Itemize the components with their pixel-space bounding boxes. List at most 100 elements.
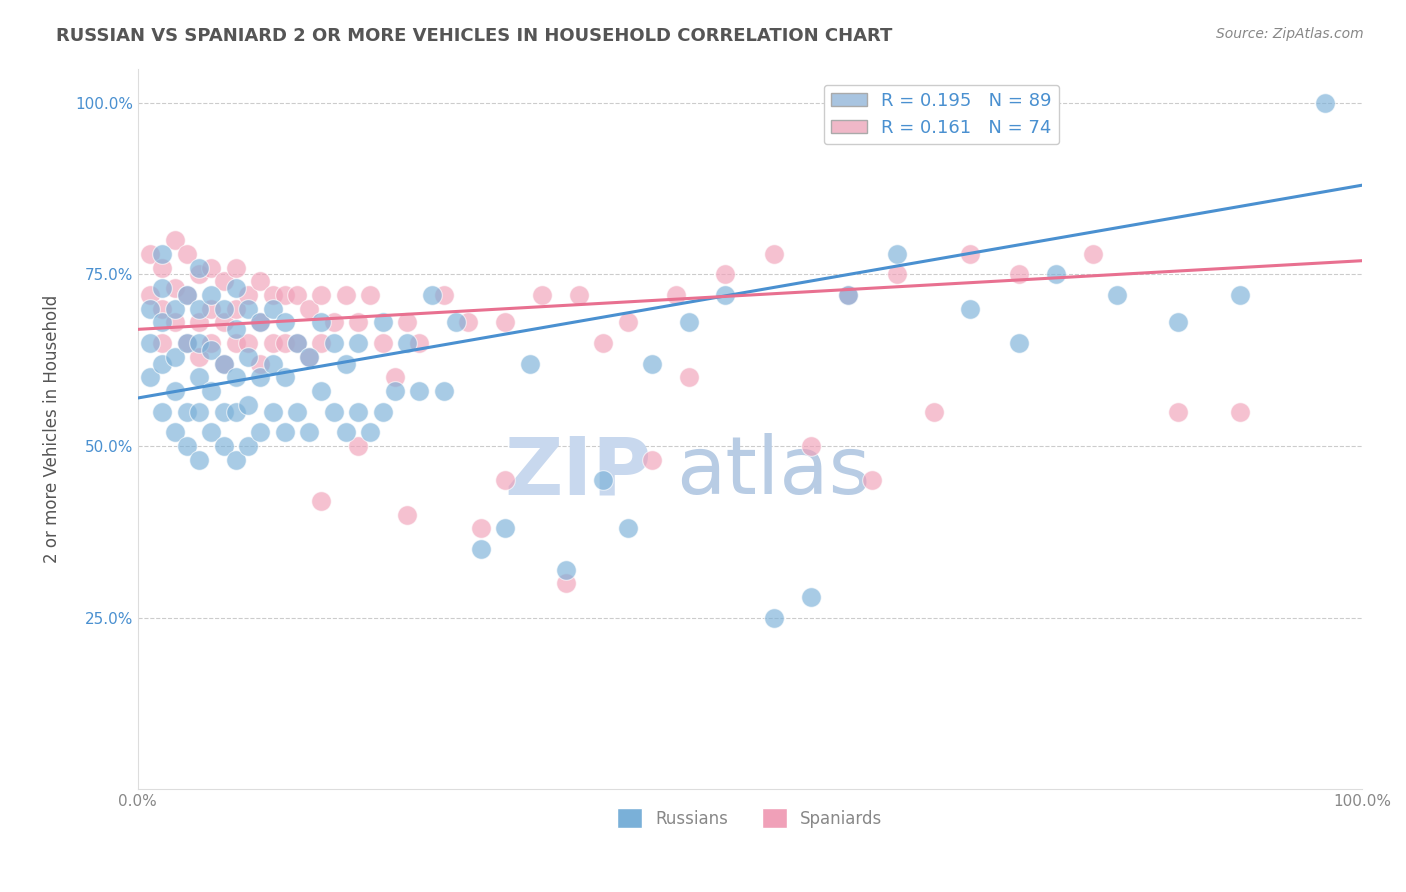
Point: [322, 336, 344, 351]
Text: RUSSIAN VS SPANIARD 2 OR MORE VEHICLES IN HOUSEHOLD CORRELATION CHART: RUSSIAN VS SPANIARD 2 OR MORE VEHICLES I…: [56, 27, 893, 45]
Point: [200, 336, 222, 351]
Point: [212, 357, 235, 371]
Point: [616, 521, 638, 535]
Point: [150, 357, 173, 371]
Point: [1229, 288, 1251, 302]
Point: [530, 288, 553, 302]
Point: [457, 316, 479, 330]
Point: [212, 405, 235, 419]
Point: [163, 425, 186, 440]
Point: [555, 563, 578, 577]
Point: [212, 301, 235, 316]
Point: [433, 288, 456, 302]
Point: [359, 288, 381, 302]
Point: [347, 316, 370, 330]
Point: [274, 370, 297, 384]
Point: [236, 301, 259, 316]
Point: [1008, 336, 1031, 351]
Point: [1045, 268, 1067, 282]
Point: [236, 288, 259, 302]
Point: [860, 474, 883, 488]
Point: [1107, 288, 1129, 302]
Point: [274, 288, 297, 302]
Point: [763, 610, 786, 624]
Point: [470, 521, 492, 535]
Point: [959, 247, 981, 261]
Point: [408, 336, 430, 351]
Point: [396, 508, 419, 522]
Point: [384, 370, 406, 384]
Point: [298, 350, 321, 364]
Point: [1229, 405, 1251, 419]
Point: [837, 288, 859, 302]
Point: [298, 350, 321, 364]
Point: [665, 288, 688, 302]
Point: [262, 357, 284, 371]
Point: [616, 316, 638, 330]
Point: [837, 288, 859, 302]
Point: [311, 494, 333, 508]
Point: [311, 384, 333, 398]
Point: [262, 336, 284, 351]
Point: [347, 439, 370, 453]
Point: [139, 288, 162, 302]
Point: [519, 357, 541, 371]
Point: [1167, 405, 1189, 419]
Point: [298, 425, 321, 440]
Point: [641, 452, 664, 467]
Point: [212, 316, 235, 330]
Point: [212, 439, 235, 453]
Point: [200, 288, 222, 302]
Point: [433, 384, 456, 398]
Point: [236, 398, 259, 412]
Point: [396, 316, 419, 330]
Point: [188, 370, 211, 384]
Point: [163, 233, 186, 247]
Point: [285, 336, 308, 351]
Point: [285, 288, 308, 302]
Point: [176, 247, 198, 261]
Point: [225, 281, 247, 295]
Point: [225, 322, 247, 336]
Point: [641, 357, 664, 371]
Point: [249, 316, 271, 330]
Point: [212, 274, 235, 288]
Point: [249, 370, 271, 384]
Point: [225, 260, 247, 275]
Point: [176, 439, 198, 453]
Point: [200, 425, 222, 440]
Point: [249, 357, 271, 371]
Text: Source: ZipAtlas.com: Source: ZipAtlas.com: [1216, 27, 1364, 41]
Point: [311, 316, 333, 330]
Point: [322, 405, 344, 419]
Point: [371, 316, 394, 330]
Point: [396, 336, 419, 351]
Point: [262, 405, 284, 419]
Point: [139, 301, 162, 316]
Point: [163, 281, 186, 295]
Point: [188, 316, 211, 330]
Point: [150, 301, 173, 316]
Point: [285, 405, 308, 419]
Point: [176, 336, 198, 351]
Point: [150, 281, 173, 295]
Point: [139, 370, 162, 384]
Y-axis label: 2 or more Vehicles in Household: 2 or more Vehicles in Household: [44, 294, 60, 563]
Point: [188, 350, 211, 364]
Point: [249, 316, 271, 330]
Point: [274, 316, 297, 330]
Point: [274, 336, 297, 351]
Point: [359, 425, 381, 440]
Point: [592, 474, 614, 488]
Point: [444, 316, 467, 330]
Point: [800, 439, 823, 453]
Point: [188, 452, 211, 467]
Point: [200, 301, 222, 316]
Point: [763, 247, 786, 261]
Point: [922, 405, 945, 419]
Point: [249, 274, 271, 288]
Point: [150, 405, 173, 419]
Point: [163, 384, 186, 398]
Point: [262, 301, 284, 316]
Point: [200, 343, 222, 357]
